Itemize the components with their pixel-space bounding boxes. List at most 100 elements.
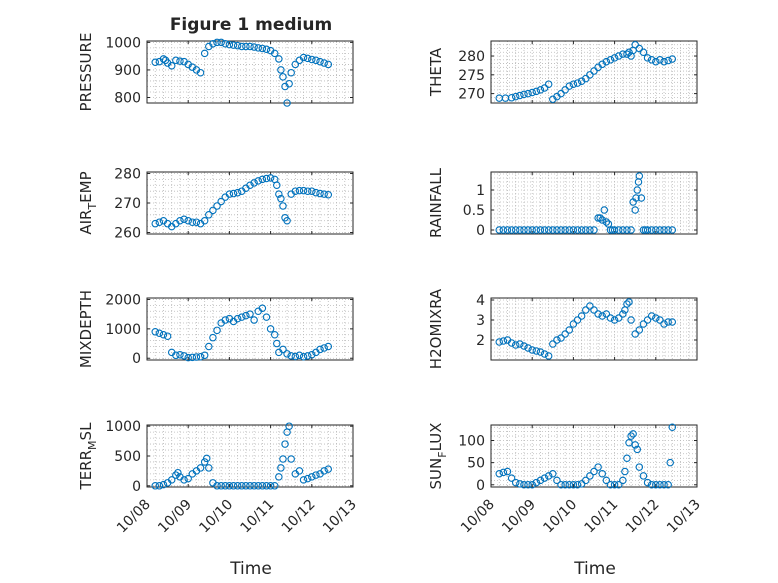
data-point (324, 342, 333, 351)
data-point (291, 187, 300, 195)
data-point (285, 79, 293, 88)
data-point (516, 340, 524, 348)
data-point (557, 481, 565, 489)
data-point (664, 226, 672, 234)
data-point (586, 71, 594, 79)
data-point (200, 49, 209, 58)
data-point (192, 353, 201, 361)
data-point (238, 313, 246, 321)
y-tick-label: 1000 (105, 35, 141, 51)
data-point (524, 226, 532, 234)
data-point (627, 226, 635, 234)
data-point (273, 181, 281, 190)
data-point (544, 226, 553, 234)
data-point (553, 476, 561, 485)
data-point (573, 481, 582, 489)
data-point (258, 482, 267, 490)
data-point (524, 89, 532, 98)
y-tick-label: 3 (476, 313, 485, 329)
data-point (188, 353, 197, 362)
data-point (205, 464, 213, 472)
data-point (180, 476, 188, 484)
data-point (606, 56, 615, 64)
data-point (320, 467, 328, 475)
y-tick-label: 0 (132, 479, 141, 495)
data-point (625, 48, 633, 57)
data-point (196, 68, 205, 77)
data-point (602, 310, 611, 318)
data-point (155, 218, 164, 226)
data-point (200, 216, 209, 225)
data-point (577, 480, 586, 488)
y-tick-label: 500 (114, 449, 141, 465)
data-point (266, 174, 275, 182)
data-point (652, 314, 660, 322)
data-point (250, 43, 258, 51)
data-point (155, 482, 164, 490)
data-point (258, 304, 267, 313)
data-point (221, 482, 230, 490)
data-point (277, 66, 285, 74)
data-point (277, 464, 285, 472)
data-point (565, 326, 574, 334)
data-point (279, 345, 287, 354)
data-point (312, 188, 320, 197)
data-point (619, 226, 627, 234)
data-point (495, 469, 503, 478)
data-point (233, 314, 242, 323)
data-point (242, 42, 250, 51)
x-tick-label: 10/13 (664, 497, 704, 537)
data-point (495, 338, 503, 346)
data-point (172, 471, 180, 479)
data-point (606, 481, 615, 489)
data-point (299, 476, 308, 484)
subplot-rainfall: 0 0.5 1 RAINFALL (427, 167, 698, 239)
data-point (254, 177, 262, 185)
data-point (495, 226, 503, 234)
data-point (561, 226, 569, 234)
data-point (184, 353, 192, 362)
subplot-h2omixra: 2 3 4 H2OMIXRA (427, 288, 698, 369)
data-point (324, 465, 333, 473)
data-point (229, 41, 238, 49)
data-point (528, 226, 536, 234)
data-point (275, 55, 283, 63)
data-point (573, 79, 582, 87)
data-point (279, 202, 287, 210)
y-tick-label: 0 (132, 351, 141, 367)
data-point (499, 226, 508, 234)
data-point (299, 186, 308, 195)
data-point (277, 194, 285, 203)
data-point (520, 481, 528, 489)
data-point (320, 190, 328, 198)
y-tick-label: 280 (458, 49, 485, 65)
data-point (656, 226, 664, 234)
y-tick-label: 800 (114, 90, 141, 106)
data-point (303, 54, 312, 63)
data-point (287, 68, 295, 77)
data-point (196, 464, 205, 472)
data-point (614, 314, 623, 322)
x-tick-label: 10/09 (499, 497, 539, 537)
data-point (569, 226, 578, 234)
data-point (312, 471, 320, 479)
data-point (213, 326, 221, 335)
data-point (532, 347, 541, 355)
data-point (250, 316, 258, 324)
data-point (536, 226, 545, 234)
data-point (192, 218, 201, 226)
data-point (625, 298, 633, 306)
y-tick-label: 1000 (105, 419, 141, 435)
data-point (520, 226, 528, 234)
data-point (499, 468, 508, 477)
data-point (246, 310, 254, 318)
data-point (202, 454, 211, 463)
y-tick-label: 1000 (105, 322, 141, 338)
data-point (639, 226, 648, 234)
data-point (565, 481, 574, 489)
data-point (536, 348, 545, 356)
y-tick-label: 4 (476, 293, 485, 309)
data-point (499, 337, 508, 345)
data-point (503, 226, 512, 234)
